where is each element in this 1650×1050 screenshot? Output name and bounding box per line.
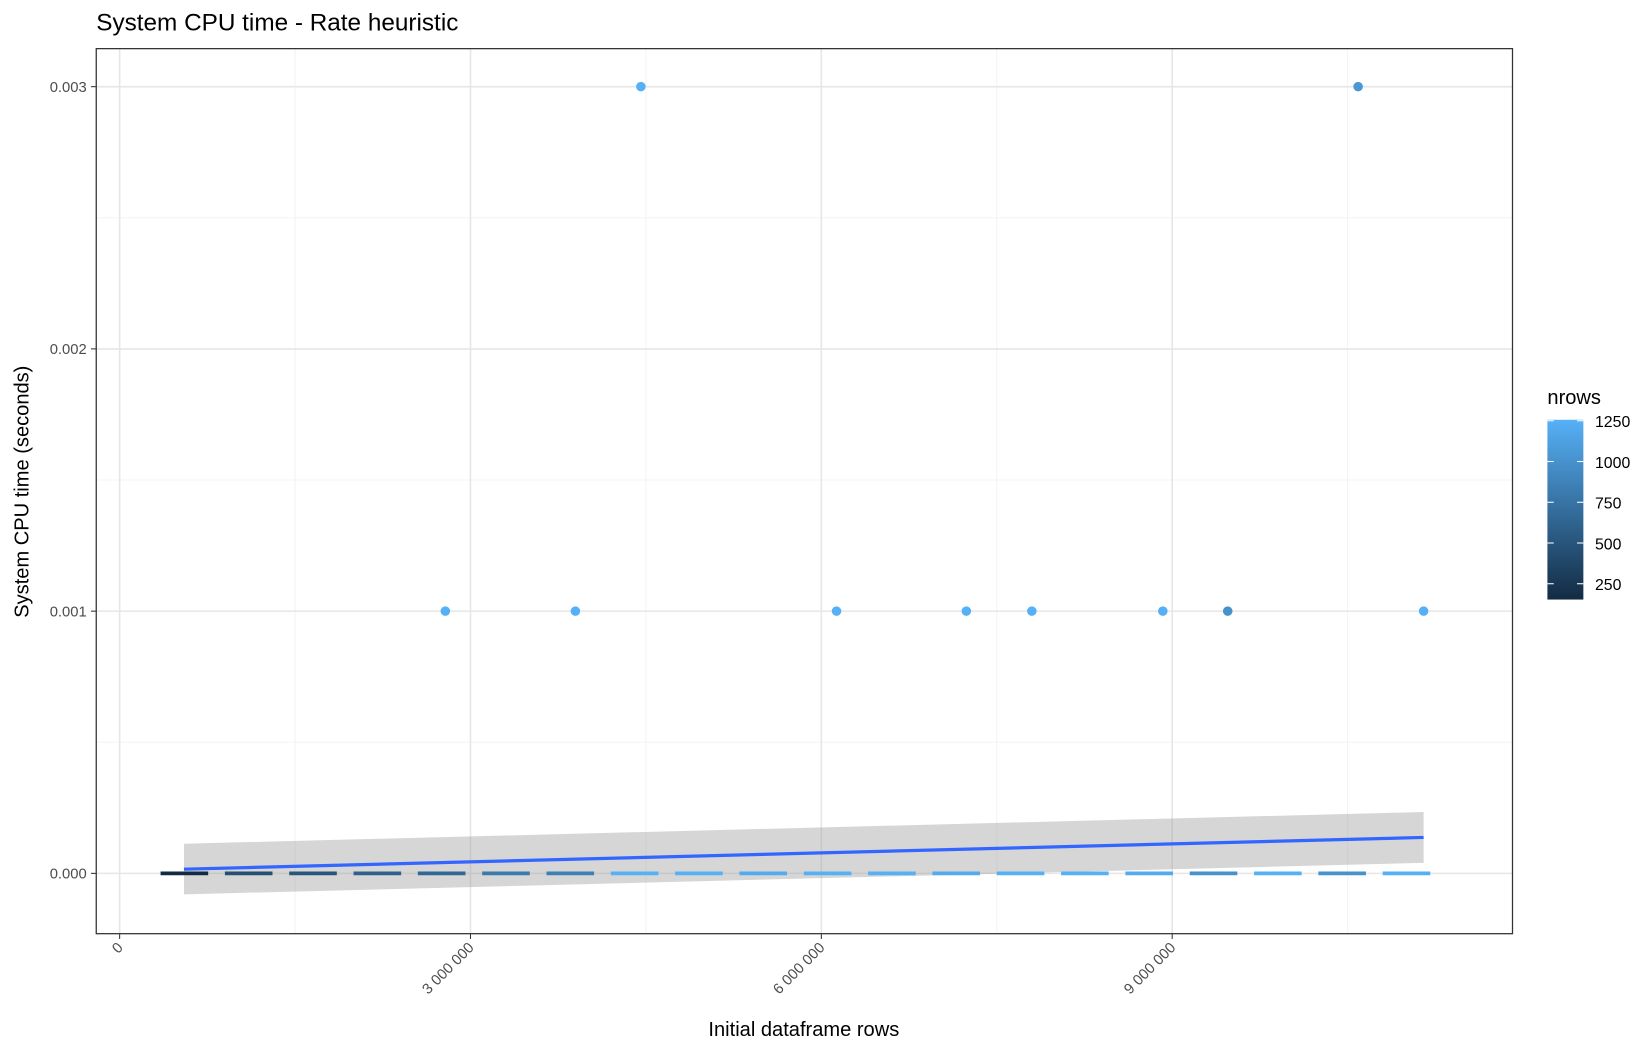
x-axis-title: Initial dataframe rows (708, 1019, 899, 1041)
y-tick-label: 0.002 (50, 342, 87, 358)
y-tick-label: 0.003 (50, 80, 87, 96)
data-point (1353, 81, 1363, 92)
data-point (1158, 606, 1168, 616)
legend-label: 250 (1595, 577, 1622, 594)
data-point (961, 606, 972, 616)
legend-title: nrows (1547, 387, 1601, 409)
legend-label: 1000 (1595, 455, 1630, 472)
panel-border (95, 48, 1514, 935)
y-tick-label: 0.001 (50, 604, 87, 620)
chart-title: System CPU time - Rate heuristic (96, 10, 458, 37)
data-point (831, 606, 842, 616)
y-tick-label: 0.000 (50, 867, 87, 883)
legend-label: 750 (1595, 496, 1622, 513)
legend-label: 500 (1595, 536, 1622, 553)
data-point (1222, 606, 1233, 616)
data-point (1418, 606, 1429, 616)
data-point (636, 81, 646, 92)
x-tick-label: 3 000 000 (420, 940, 478, 998)
data-point (440, 606, 451, 616)
y-axis-title: System CPU time (seconds) (12, 366, 34, 618)
x-tick-label: 0 (110, 940, 127, 957)
plot-panel (96, 48, 1513, 934)
color-bar (1547, 419, 1584, 600)
x-tick-label: 9 000 000 (1121, 940, 1179, 998)
x-tick-label: 6 000 000 (771, 940, 829, 998)
data-point (570, 606, 581, 616)
legend-label: 1250 (1595, 414, 1630, 431)
data-point (1027, 606, 1037, 616)
smooth-line (183, 835, 1424, 871)
